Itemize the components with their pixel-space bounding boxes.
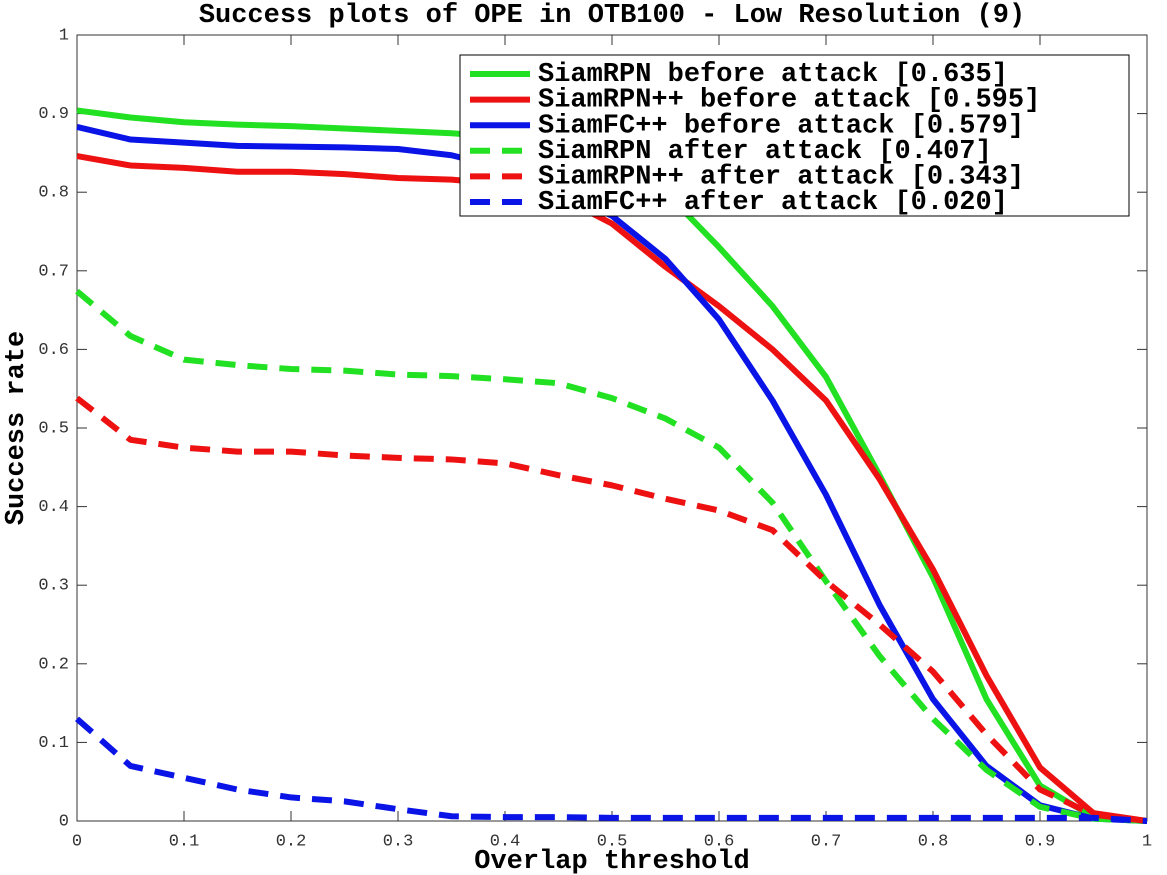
- y-tick-label: 0.6: [38, 341, 69, 360]
- plot-frame: [76, 34, 1148, 822]
- legend-label: SiamRPN++ after attack [0.343]: [538, 163, 1024, 193]
- legend-box: [459, 54, 1130, 217]
- y-tick-label: 0: [59, 812, 69, 831]
- legend-label: SiamRPN before attack [0.635]: [538, 60, 1008, 90]
- x-tick-label: 0.1: [169, 832, 200, 851]
- x-tick-label: 0.7: [811, 832, 842, 851]
- legend-label: SiamRPN++ before attack [0.595]: [538, 86, 1040, 116]
- x-tick-label: 0.8: [918, 832, 949, 851]
- series-line: [76, 153, 1148, 824]
- series-line: [75, 716, 1148, 824]
- y-tick-label: 0.8: [38, 184, 69, 203]
- y-tick-label: 0.1: [38, 734, 69, 753]
- legend-label: SiamFC++ after attack [0.020]: [538, 188, 1008, 218]
- y-tick-label: 0.4: [38, 498, 69, 517]
- x-tick-label: 0.6: [704, 832, 735, 851]
- legend-label: SiamRPN after attack [0.407]: [538, 137, 992, 167]
- x-tick-label: 0: [72, 832, 82, 851]
- y-tick-label: 0.5: [38, 419, 69, 438]
- x-tick-label: 0.4: [490, 832, 521, 851]
- x-tick-label: 0.3: [383, 832, 414, 851]
- series-line: [75, 395, 1148, 824]
- y-tick-label: 1: [59, 26, 69, 45]
- y-tick-label: 0.7: [38, 262, 69, 281]
- x-axis-label: Overlap threshold: [474, 847, 749, 875]
- series-line: [75, 288, 1148, 824]
- chart-title: Success plots of OPE in OTB100 - Low Res…: [199, 1, 1025, 31]
- y-tick-label: 0.2: [38, 655, 69, 674]
- legend-label: SiamFC++ before attack [0.579]: [538, 111, 1024, 141]
- x-tick-label: 0.9: [1025, 832, 1056, 851]
- y-tick-label: 0.3: [38, 577, 69, 596]
- y-axis-label: Success rate: [2, 331, 32, 525]
- y-tick-label: 0.9: [38, 105, 69, 124]
- x-tick-label: 0.2: [276, 832, 307, 851]
- x-tick-label: 0.5: [597, 832, 628, 851]
- x-tick-label: 1: [1142, 832, 1152, 851]
